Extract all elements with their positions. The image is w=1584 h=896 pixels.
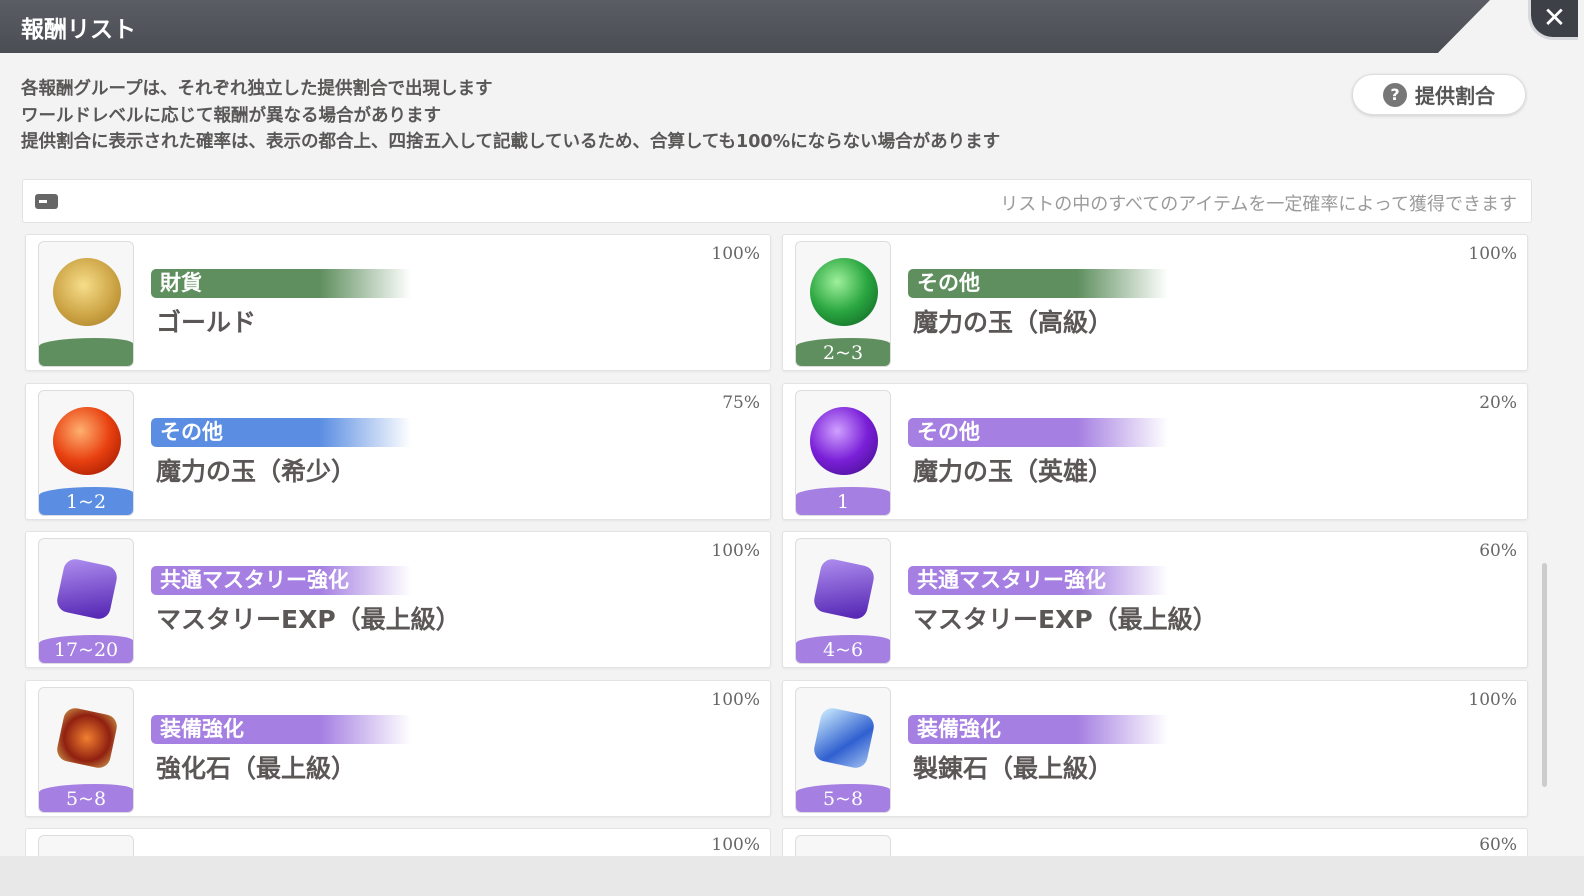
category-tag: 装備強化 <box>151 714 411 744</box>
page-title: 報酬リスト <box>21 17 136 43</box>
item-quantity: 5~8 <box>822 787 864 810</box>
item-name: 魔力の玉（英雄） <box>913 456 1114 486</box>
green-orb-icon <box>810 258 878 326</box>
question-icon: ? <box>1383 82 1407 107</box>
drop-rate-button[interactable]: ? 提供割合 <box>1352 74 1526 115</box>
rarity-band <box>39 635 133 663</box>
rarity-band <box>39 783 133 812</box>
item-icon-frame: 5~8 <box>38 686 134 813</box>
item-icon-frame: 1 <box>795 389 891 516</box>
gold-coin-icon <box>53 258 121 326</box>
category-tag: 財貨 <box>151 269 411 298</box>
drop-percent: 20% <box>1479 392 1517 413</box>
category-tag: 装備強化 <box>908 714 1168 744</box>
item-quantity: 5~8 <box>65 787 107 810</box>
reward-item[interactable]: 1 その他 魔力の玉（英雄） 20% <box>782 382 1528 520</box>
item-icon-frame <box>38 241 134 367</box>
item-icon-frame: 4~6 <box>795 538 891 664</box>
enhance-stone-icon <box>54 705 120 770</box>
drop-percent: 100% <box>1468 689 1517 710</box>
drop-percent: 100% <box>711 689 760 710</box>
drop-percent: 100% <box>1468 244 1517 264</box>
category-tag: その他 <box>908 417 1168 447</box>
reward-item[interactable]: 60% <box>782 828 1528 857</box>
reward-item[interactable]: 100% <box>25 828 771 857</box>
purple-orb-icon <box>810 406 878 475</box>
item-icon-frame <box>795 835 891 857</box>
reward-item[interactable]: 17~20 共通マスタリー強化 マスタリーEXP（最上級） 100% <box>25 531 771 668</box>
item-quantity: 4~6 <box>822 639 864 661</box>
reward-item[interactable]: 5~8 装備強化 製錬石（最上級） 100% <box>782 679 1528 817</box>
category-tag: 共通マスタリー強化 <box>908 566 1168 595</box>
drop-rate-label: 提供割合 <box>1415 84 1495 108</box>
close-button[interactable]: ✕ <box>1528 0 1578 40</box>
reward-list[interactable]: リストの中のすべてのアイテムを一定確率によって獲得できます 財貨 ゴールド 10… <box>0 0 1584 857</box>
category-tag: その他 <box>908 269 1168 298</box>
item-name: 魔力の玉（高級） <box>913 308 1114 337</box>
rarity-band <box>796 486 890 515</box>
drop-percent: 60% <box>1479 835 1517 855</box>
description-line: ワールドレベルに応じて報酬が異なる場合があります <box>21 105 441 126</box>
drop-percent: 60% <box>1479 541 1517 561</box>
category-tag: 共通マスタリー強化 <box>151 566 411 595</box>
rarity-band <box>796 338 890 366</box>
item-icon-frame: 17~20 <box>38 538 134 664</box>
item-name: マスタリーEXP（最上級） <box>913 605 1218 634</box>
chest-icon <box>35 194 58 209</box>
drop-percent: 75% <box>722 392 760 413</box>
bottom-bar <box>0 856 1584 896</box>
item-quantity: 1~2 <box>65 490 107 513</box>
crystal-icon <box>811 556 877 622</box>
header-bar <box>0 0 1490 53</box>
reward-item[interactable]: 1~2 その他 魔力の玉（希少） 75% <box>25 382 771 520</box>
scrollbar[interactable] <box>1542 563 1547 787</box>
item-icon-frame: 1~2 <box>38 389 134 516</box>
reward-item[interactable]: 5~8 装備強化 強化石（最上級） 100% <box>25 679 771 817</box>
rarity-band <box>39 338 133 366</box>
rarity-band <box>39 486 133 515</box>
item-icon-frame <box>38 835 134 857</box>
info-text: リストの中のすべてのアイテムを一定確率によって獲得できます <box>1000 194 1517 215</box>
item-name: 製錬石（最上級） <box>913 753 1114 783</box>
info-bar: リストの中のすべてのアイテムを一定確率によって獲得できます <box>22 179 1532 223</box>
red-orb-icon <box>53 406 121 475</box>
item-name: 魔力の玉（希少） <box>156 456 357 486</box>
item-quantity: 1 <box>836 490 850 513</box>
description-line: 各報酬グループは、それぞれ独立した提供割合で出現します <box>21 79 493 99</box>
drop-percent: 100% <box>711 835 760 855</box>
item-quantity: 2~3 <box>822 342 864 364</box>
description-line: 提供割合に表示された確率は、表示の都合上、四捨五入して記載しているため、合算して… <box>21 132 1001 152</box>
item-quantity: 17~20 <box>53 639 119 661</box>
drop-percent: 100% <box>711 244 760 264</box>
rarity-band <box>796 635 890 663</box>
reward-item[interactable]: 財貨 ゴールド 100% <box>25 234 771 371</box>
item-name: マスタリーEXP（最上級） <box>156 605 461 634</box>
category-tag: その他 <box>151 417 411 447</box>
description: 各報酬グループは、それぞれ独立した提供割合で出現します ワールドレベルに応じて報… <box>21 76 1000 156</box>
reward-item[interactable]: 4~6 共通マスタリー強化 マスタリーEXP（最上級） 60% <box>782 531 1528 668</box>
item-name: ゴールド <box>156 308 257 337</box>
drop-percent: 100% <box>711 541 760 561</box>
refine-stone-icon <box>811 705 877 770</box>
rarity-band <box>796 783 890 812</box>
item-name: 強化石（最上級） <box>156 753 357 783</box>
item-icon-frame: 2~3 <box>795 241 891 367</box>
close-icon: ✕ <box>1542 1 1567 34</box>
item-icon-frame: 5~8 <box>795 686 891 813</box>
crystal-icon <box>54 556 120 622</box>
reward-item[interactable]: 2~3 その他 魔力の玉（高級） 100% <box>782 234 1528 371</box>
